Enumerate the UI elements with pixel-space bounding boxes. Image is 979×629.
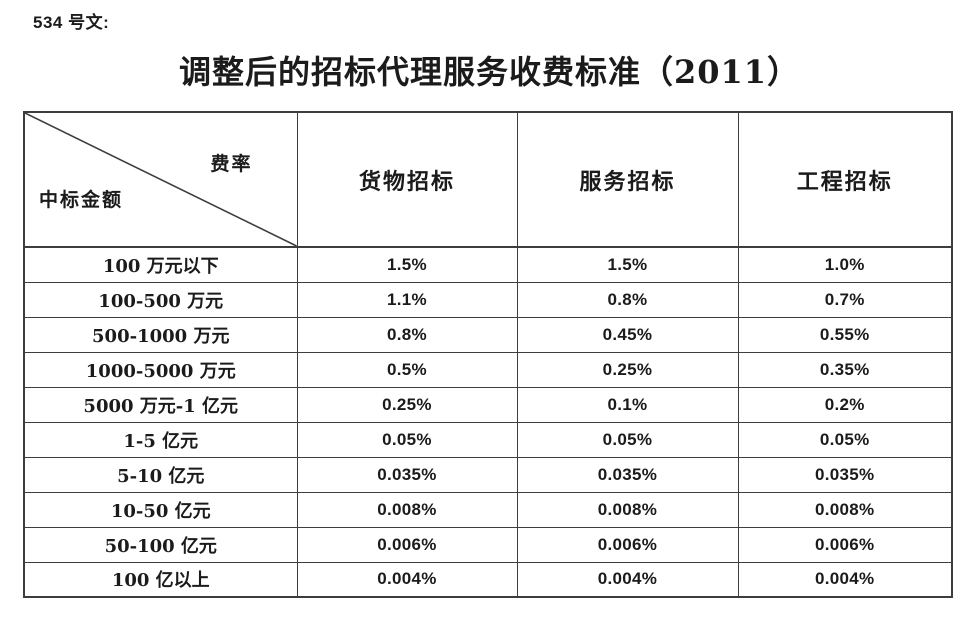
- diagonal-line: [25, 113, 297, 246]
- table-row: 100-500 万元 1.1% 0.8% 0.7%: [23, 281, 953, 318]
- document-number-label: 534 号文:: [33, 13, 110, 32]
- table-row: 5000 万元-1 亿元 0.25% 0.1% 0.2%: [23, 386, 953, 423]
- table-row: 10-50 亿元 0.008% 0.008% 0.008%: [23, 491, 953, 528]
- amount-cell: 5000 万元-1 亿元: [23, 386, 298, 423]
- amount-cell: 100 亿以上: [23, 561, 298, 598]
- amount-cell: 1000-5000 万元: [23, 351, 298, 388]
- table-row: 1-5 亿元 0.05% 0.05% 0.05%: [23, 421, 953, 458]
- fee-cell: 1.1%: [296, 281, 518, 318]
- corner-label-rate: 费率: [210, 153, 253, 175]
- amount-cell: 50-100 亿元: [23, 526, 298, 563]
- fee-cell: 0.7%: [737, 281, 953, 318]
- corner-label-amount: 中标金额: [39, 189, 124, 211]
- fee-cell: 0.006%: [737, 526, 953, 563]
- column-header-services: 服务招标: [516, 111, 739, 248]
- page-title: 调整后的招标代理服务收费标准（2011）: [178, 53, 801, 91]
- fee-cell: 0.8%: [516, 281, 739, 318]
- fee-cell: 0.035%: [296, 456, 518, 493]
- fee-cell: 0.35%: [737, 351, 953, 388]
- fee-cell: 0.05%: [737, 421, 953, 458]
- table-row: 5-10 亿元 0.035% 0.035% 0.035%: [23, 456, 953, 493]
- fee-cell: 0.25%: [296, 386, 518, 423]
- fee-cell: 0.008%: [296, 491, 518, 528]
- fee-cell: 0.25%: [516, 351, 739, 388]
- table-row: 50-100 亿元 0.006% 0.006% 0.006%: [23, 526, 953, 563]
- table-row: 1000-5000 万元 0.5% 0.25% 0.35%: [23, 351, 953, 388]
- fee-cell: 0.004%: [737, 561, 953, 598]
- fee-cell: 0.004%: [516, 561, 739, 598]
- fee-cell: 1.0%: [737, 246, 953, 283]
- column-header-engineering: 工程招标: [737, 111, 953, 248]
- fee-cell: 0.008%: [737, 491, 953, 528]
- fee-cell: 0.008%: [516, 491, 739, 528]
- fee-cell: 0.8%: [296, 316, 518, 353]
- fee-cell: 0.1%: [516, 386, 739, 423]
- fee-cell: 0.006%: [296, 526, 518, 563]
- fee-cell: 0.55%: [737, 316, 953, 353]
- table-row: 100 万元以下 1.5% 1.5% 1.0%: [23, 246, 953, 283]
- amount-cell: 500-1000 万元: [23, 316, 298, 353]
- fee-cell: 0.05%: [516, 421, 739, 458]
- fee-cell: 0.035%: [516, 456, 739, 493]
- amount-cell: 5-10 亿元: [23, 456, 298, 493]
- fee-cell: 0.5%: [296, 351, 518, 388]
- fee-cell: 0.45%: [516, 316, 739, 353]
- amount-cell: 100-500 万元: [23, 281, 298, 318]
- diagonal-corner-cell: 费率 中标金额: [23, 111, 298, 248]
- fee-cell: 0.2%: [737, 386, 953, 423]
- table-row: 500-1000 万元 0.8% 0.45% 0.55%: [23, 316, 953, 353]
- fee-cell: 1.5%: [296, 246, 518, 283]
- amount-cell: 100 万元以下: [23, 246, 298, 283]
- table-header-row: 费率 中标金额 货物招标 服务招标 工程招标: [23, 111, 953, 248]
- fee-rate-table: 费率 中标金额 货物招标 服务招标 工程招标 100 万元以下 1.5% 1.5…: [23, 111, 953, 598]
- fee-cell: 0.006%: [516, 526, 739, 563]
- amount-cell: 1-5 亿元: [23, 421, 298, 458]
- column-header-goods: 货物招标: [296, 111, 518, 248]
- table-row: 100 亿以上 0.004% 0.004% 0.004%: [23, 561, 953, 598]
- fee-cell: 0.05%: [296, 421, 518, 458]
- amount-cell: 10-50 亿元: [23, 491, 298, 528]
- fee-cell: 1.5%: [516, 246, 739, 283]
- fee-cell: 0.035%: [737, 456, 953, 493]
- fee-cell: 0.004%: [296, 561, 518, 598]
